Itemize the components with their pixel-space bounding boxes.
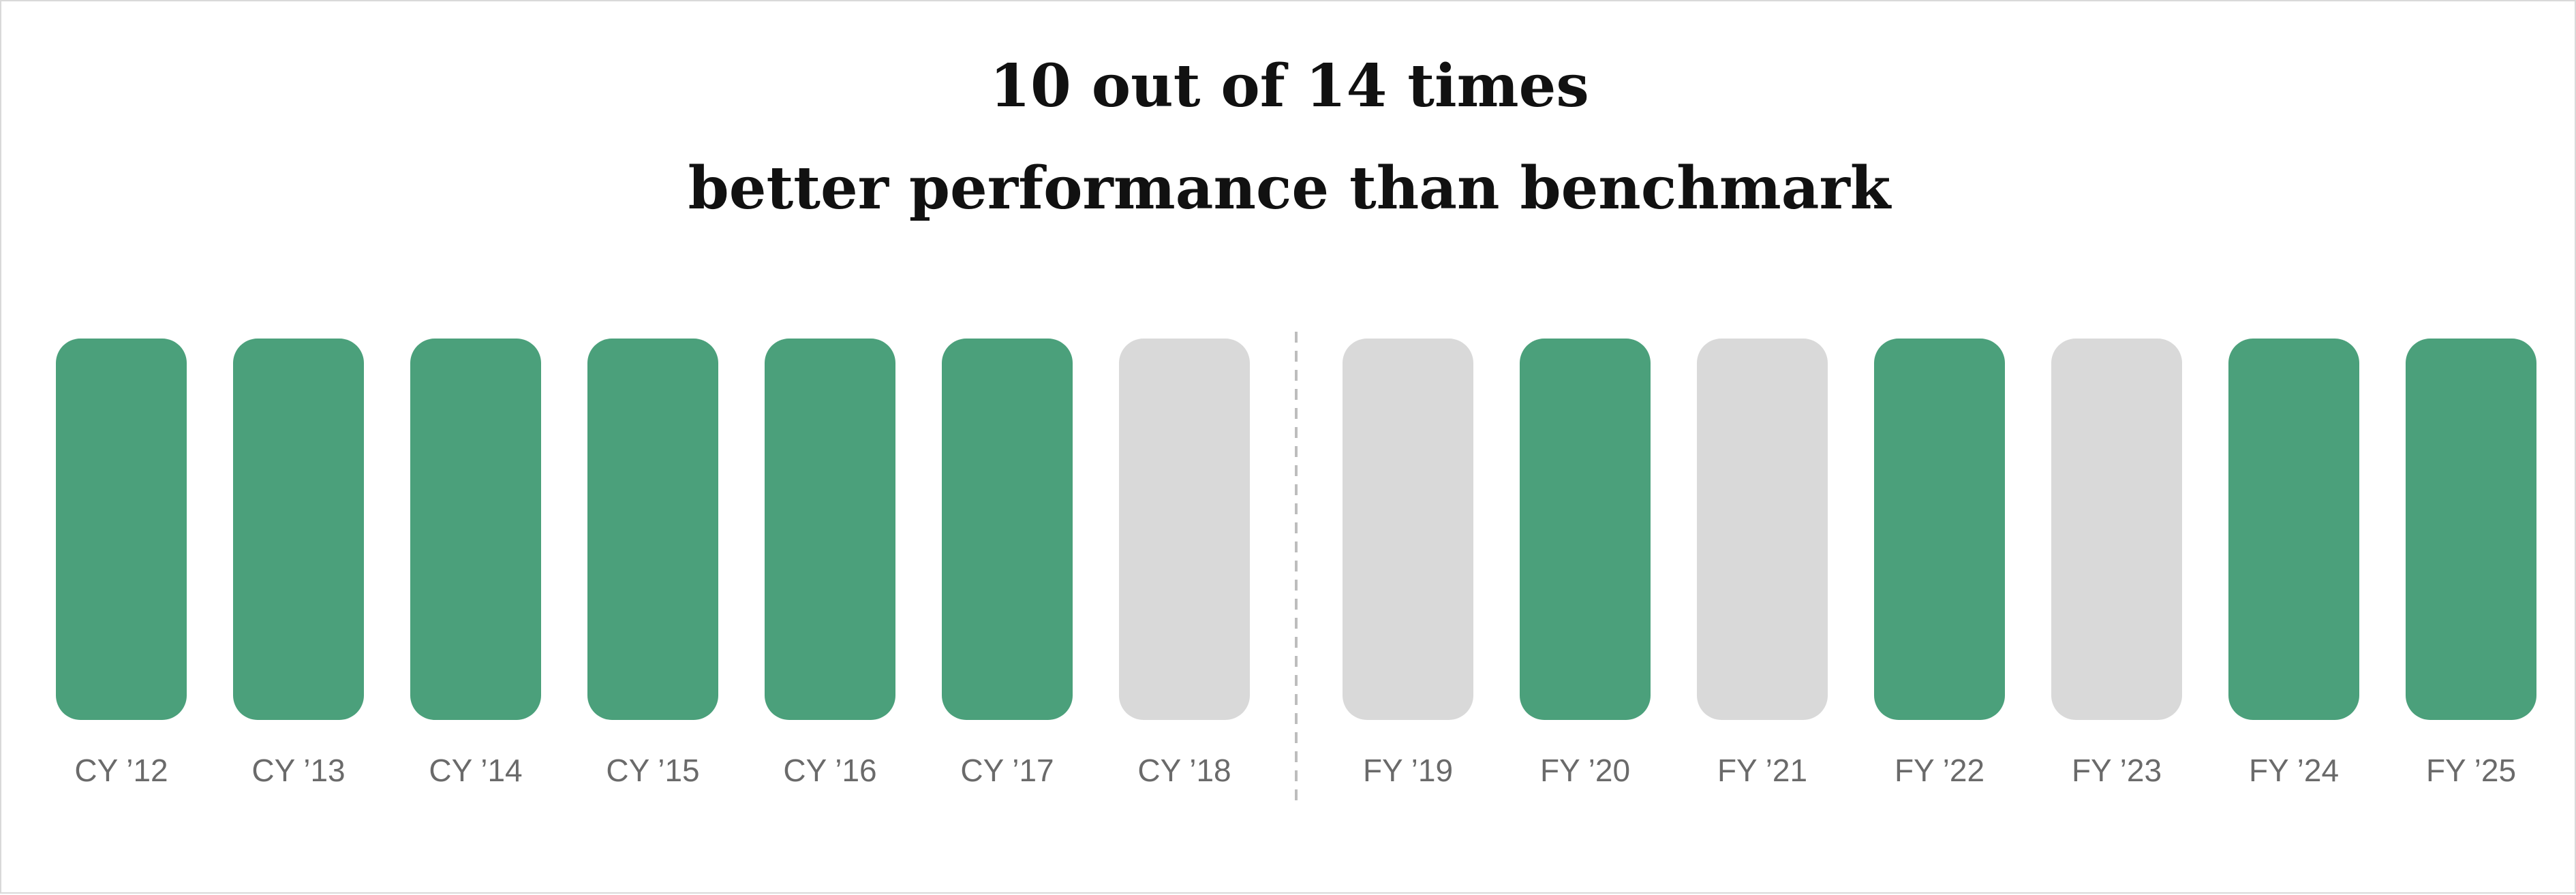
chart-title-line-2: better performance than benchmark [688, 154, 1891, 223]
bar-4 [587, 339, 718, 720]
x-tick-label: FY ’25 [2426, 753, 2516, 788]
x-tick-label: FY ’23 [2072, 753, 2162, 788]
bar-5 [765, 339, 895, 720]
bar-9 [1520, 339, 1651, 720]
x-tick-label: CY ’12 [74, 753, 168, 788]
x-tick-label: CY ’17 [960, 753, 1054, 788]
chart-title-line-1: 10 out of 14 times [990, 52, 1589, 121]
bar-3 [410, 339, 541, 720]
bar-2 [233, 339, 364, 720]
x-tick-label: FY ’22 [1895, 753, 1984, 788]
bar-6 [942, 339, 1073, 720]
bar-11 [1874, 339, 2005, 720]
bar-14 [2406, 339, 2536, 720]
x-tick-label: CY ’15 [606, 753, 699, 788]
x-tick-label: FY ’21 [1717, 753, 1807, 788]
bar-10 [1697, 339, 1828, 720]
x-tick-label: CY ’13 [251, 753, 345, 788]
x-tick-label: FY ’24 [2249, 753, 2339, 788]
bar-1 [56, 339, 187, 720]
x-tick-label: CY ’18 [1137, 753, 1231, 788]
bar-8 [1343, 339, 1473, 720]
x-tick-label: FY ’19 [1363, 753, 1453, 788]
x-tick-label: FY ’20 [1540, 753, 1630, 788]
bar-12 [2051, 339, 2182, 720]
bar-13 [2228, 339, 2359, 720]
x-tick-label: CY ’14 [429, 753, 522, 788]
bar-7 [1119, 339, 1250, 720]
x-tick-label: CY ’16 [783, 753, 876, 788]
